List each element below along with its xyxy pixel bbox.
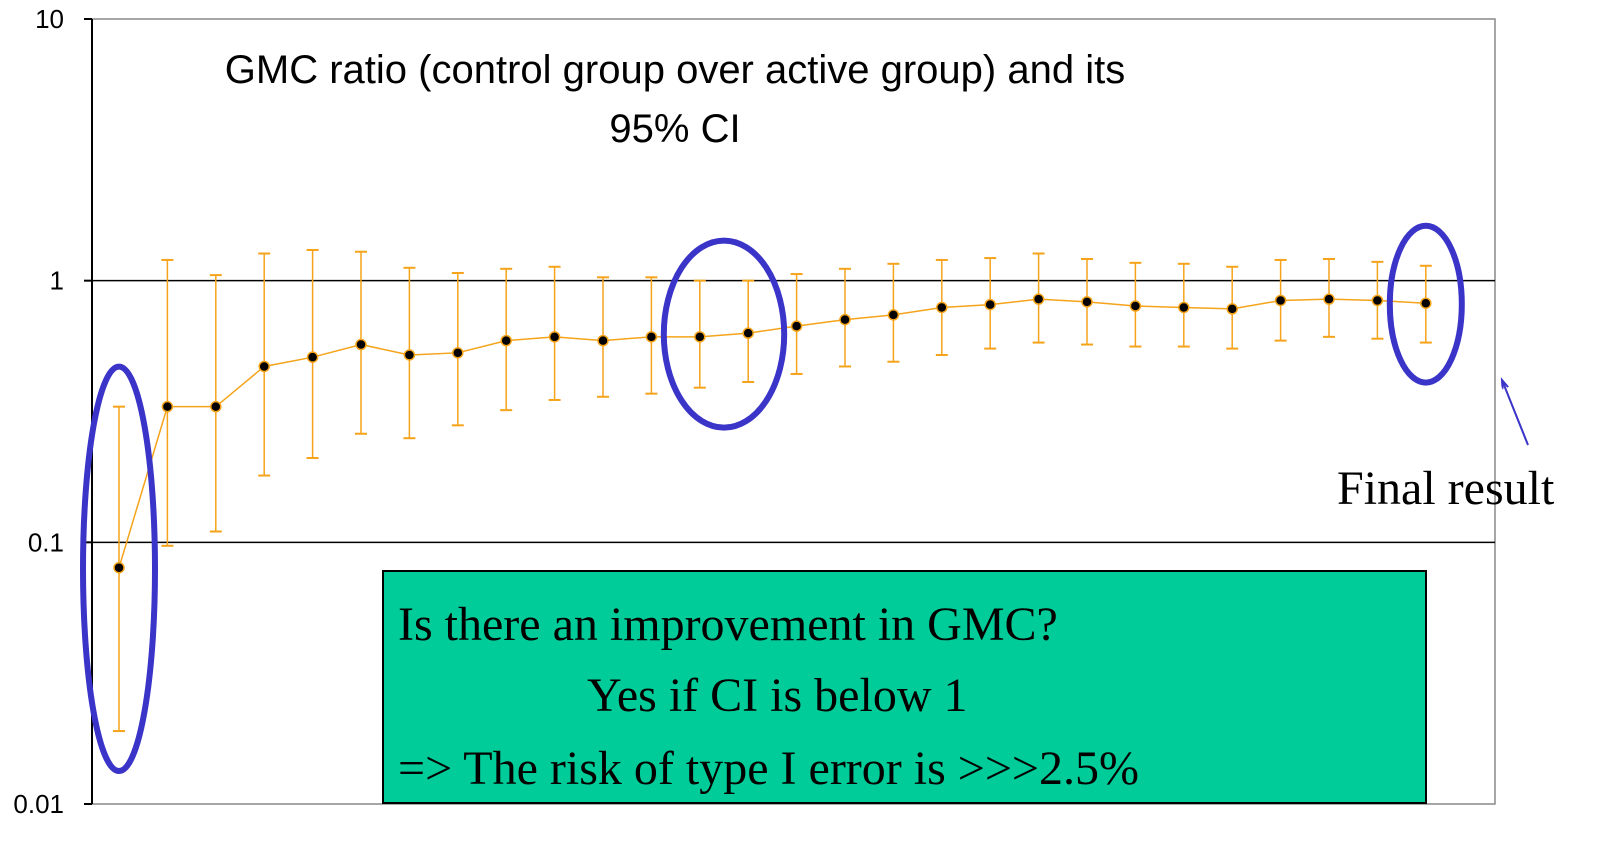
y-tick-label: 1 [50, 266, 64, 296]
data-point [790, 320, 803, 332]
data-point [306, 351, 319, 363]
y-tick-label: 0.1 [28, 527, 64, 557]
data-point [355, 338, 367, 351]
data-point [936, 301, 948, 314]
highlight-ellipses [80, 222, 1465, 775]
highlight-ellipse [80, 363, 158, 775]
callout-line-2: Yes if CI is below 1 [587, 669, 967, 722]
data-point [1032, 293, 1045, 305]
data-point [645, 331, 658, 343]
data-point [984, 298, 996, 311]
highlight-ellipse [660, 237, 788, 431]
series-line [118, 298, 1426, 568]
callout-line-1: Is there an improvement in GMC? [398, 598, 1058, 651]
data-points [113, 293, 1432, 574]
data-point [1323, 293, 1335, 305]
data-point [887, 309, 900, 321]
data-point [258, 360, 270, 373]
data-point [403, 349, 416, 361]
data-point [597, 334, 609, 347]
callout-line-3: => The risk of type I error is >>>2.5% [398, 742, 1139, 795]
data-point [839, 313, 851, 326]
highlight-ellipse [1386, 222, 1465, 386]
chart-title-line-2: 95% CI [609, 107, 740, 151]
data-point [694, 331, 706, 343]
data-point [452, 347, 464, 359]
data-point [1420, 297, 1432, 309]
data-point [1081, 296, 1093, 308]
final-result-label: Final result [1337, 462, 1555, 515]
final-result-arrow [1502, 380, 1529, 446]
y-tick-label: 10 [35, 4, 64, 34]
estimate-line [118, 298, 1426, 568]
data-point [742, 327, 754, 339]
data-point [1371, 294, 1384, 307]
data-point [210, 400, 222, 413]
data-point [161, 400, 174, 413]
data-point [548, 331, 561, 343]
y-axis-ticks: 10 1 0.1 0.01 [13, 4, 92, 819]
data-point [1129, 300, 1142, 312]
data-point [1226, 303, 1238, 315]
data-point [113, 561, 125, 574]
chart-title-line-1: GMC ratio (control group over active gro… [225, 48, 1125, 92]
y-tick-label: 0.01 [13, 789, 64, 819]
data-point [1178, 301, 1190, 314]
data-point [1274, 294, 1287, 307]
gridlines [92, 279, 1495, 544]
data-point [500, 334, 512, 347]
callout-box [382, 570, 1427, 804]
